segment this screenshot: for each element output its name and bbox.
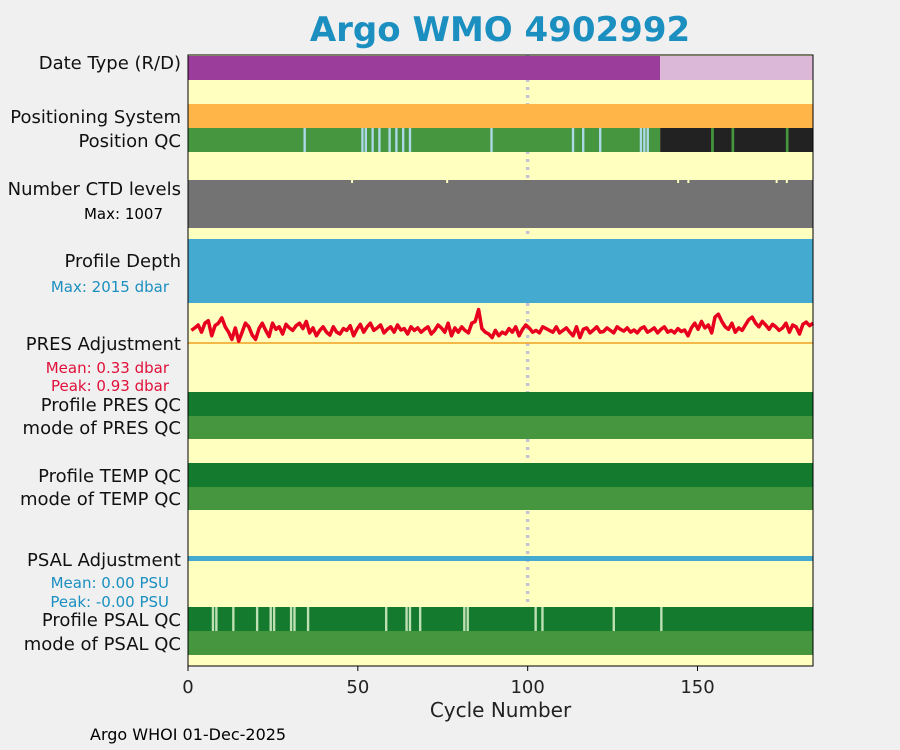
position-qc-flag-mark bbox=[582, 128, 585, 152]
mode-temp-qc-bar bbox=[188, 487, 813, 510]
position-qc-flag-mark bbox=[401, 128, 405, 152]
mode-psal-qc-bar bbox=[188, 631, 813, 655]
profile-temp-qc-bar bbox=[188, 463, 813, 487]
position-qc-flag-mark bbox=[646, 128, 649, 152]
x-axis-label: Cycle Number bbox=[430, 698, 572, 722]
x-axis-tick-label: 150 bbox=[680, 677, 714, 698]
ctd-levels-dip-mark bbox=[775, 180, 778, 183]
row-label-pres-adjustment: PRES Adjustment bbox=[26, 334, 181, 355]
profile-psal-qc-bar bbox=[188, 607, 813, 631]
row-label-psal-adjustment: PSAL Adjustment bbox=[27, 550, 181, 571]
profile-psal-qc-flag-mark bbox=[418, 607, 422, 631]
row-label-profile-depth: Profile Depth bbox=[64, 251, 181, 272]
psal-adjustment-peak-label: Peak: -0.00 PSU bbox=[50, 593, 169, 611]
profile-psal-qc-flag-mark bbox=[541, 607, 544, 631]
row-label-profile-pres-qc: Profile PRES QC bbox=[41, 395, 181, 416]
profile-psal-qc-flag-mark bbox=[215, 607, 218, 631]
position-qc-flag-mark bbox=[490, 128, 493, 152]
profile-psal-qc-flag-mark bbox=[289, 607, 293, 631]
row-label-mode-pres-qc: mode of PRES QC bbox=[23, 418, 181, 439]
mode-pres-qc-bar bbox=[188, 416, 813, 439]
date-type-delayed-bar bbox=[660, 56, 813, 80]
row-label-mode-temp-qc: mode of TEMP QC bbox=[20, 489, 181, 510]
profile-psal-qc-flag-mark bbox=[269, 607, 272, 631]
profile-psal-qc-flag-mark bbox=[306, 607, 310, 631]
profile-psal-qc-flag-mark bbox=[463, 607, 466, 631]
position-qc-flag-mark bbox=[371, 128, 374, 152]
ctd-levels-dip-mark bbox=[687, 180, 690, 183]
x-axis-tick-label: 100 bbox=[510, 677, 544, 698]
position-qc-good-bar bbox=[188, 128, 661, 152]
position-qc-good-mark bbox=[711, 128, 714, 152]
row-label-mode-psal-qc: mode of PSAL QC bbox=[24, 634, 181, 655]
plot-background bbox=[188, 55, 813, 666]
psal-adjustment-line bbox=[188, 556, 813, 561]
profile-psal-qc-flag-mark bbox=[232, 607, 235, 631]
profile-pres-qc-bar bbox=[188, 392, 813, 416]
profile-psal-qc-flag-mark bbox=[211, 607, 215, 631]
position-qc-missing-bar bbox=[660, 128, 813, 152]
ctd-levels-dip-mark bbox=[785, 180, 788, 183]
profile-psal-qc-flag-mark bbox=[405, 607, 408, 631]
footer-credit: Argo WHOI 01-Dec-2025 bbox=[90, 725, 287, 744]
position-qc-flag-mark bbox=[361, 128, 364, 152]
position-qc-good-mark bbox=[731, 128, 735, 152]
pres-adjustment-peak-label: Peak: 0.93 dbar bbox=[51, 377, 170, 395]
profile-depth-max-label: Max: 2015 dbar bbox=[51, 278, 170, 296]
position-qc-flag-mark bbox=[303, 128, 306, 152]
position-qc-good-mark bbox=[785, 128, 789, 152]
profile-psal-qc-flag-mark bbox=[534, 607, 537, 631]
ctd-levels-dip-mark bbox=[351, 180, 354, 183]
psal-adjustment-mean-label: Mean: 0.00 PSU bbox=[51, 574, 169, 592]
row-label-profile-temp-qc: Profile TEMP QC bbox=[38, 466, 181, 487]
profile-psal-qc-flag-mark bbox=[293, 607, 296, 631]
date-type-real-bar bbox=[188, 56, 661, 80]
profile-psal-qc-flag-mark bbox=[466, 607, 469, 631]
ctd-levels-dip-mark bbox=[677, 180, 680, 183]
row-label-profile-psal-qc: Profile PSAL QC bbox=[42, 610, 181, 631]
position-qc-flag-mark bbox=[643, 128, 646, 152]
plot-frame bbox=[187, 54, 814, 667]
ctd-levels-bar bbox=[188, 180, 813, 228]
position-qc-flag-mark bbox=[364, 128, 368, 152]
row-label-position-qc: Position QC bbox=[78, 131, 181, 152]
profile-psal-qc-flag-mark bbox=[660, 607, 663, 631]
row-label-date-type: Date Type (R/D) bbox=[39, 53, 181, 74]
position-qc-flag-mark bbox=[388, 128, 391, 152]
pres-adjustment-mean-label: Mean: 0.33 dbar bbox=[46, 359, 170, 377]
profile-psal-qc-flag-mark bbox=[408, 607, 412, 631]
x-axis-tick-label: 50 bbox=[346, 677, 369, 698]
ctd-levels-dip-mark bbox=[446, 180, 449, 183]
position-qc-flag-mark bbox=[639, 128, 643, 152]
profile-depth-bar bbox=[188, 239, 813, 303]
position-qc-flag-mark bbox=[599, 128, 602, 152]
row-label-ctd-levels: Number CTD levels bbox=[8, 179, 181, 200]
profile-psal-qc-flag-mark bbox=[385, 607, 388, 631]
profile-psal-qc-flag-mark bbox=[272, 607, 276, 631]
x-axis-tick-label: 0 bbox=[182, 677, 193, 698]
profile-psal-qc-flag-mark bbox=[255, 607, 259, 631]
profile-psal-qc-flag-mark bbox=[612, 607, 615, 631]
pres-adjustment-series-line bbox=[190, 307, 815, 343]
row-label-positioning-system: Positioning System bbox=[10, 107, 181, 128]
position-qc-flag-mark bbox=[395, 128, 398, 152]
chart-title: Argo WMO 4902992 bbox=[309, 10, 691, 50]
position-qc-flag-mark bbox=[408, 128, 412, 152]
position-qc-flag-mark bbox=[378, 128, 381, 152]
position-qc-flag-mark bbox=[571, 128, 575, 152]
ctd-levels-max-label: Max: 1007 bbox=[84, 205, 163, 223]
positioning-system-bar bbox=[188, 104, 813, 128]
